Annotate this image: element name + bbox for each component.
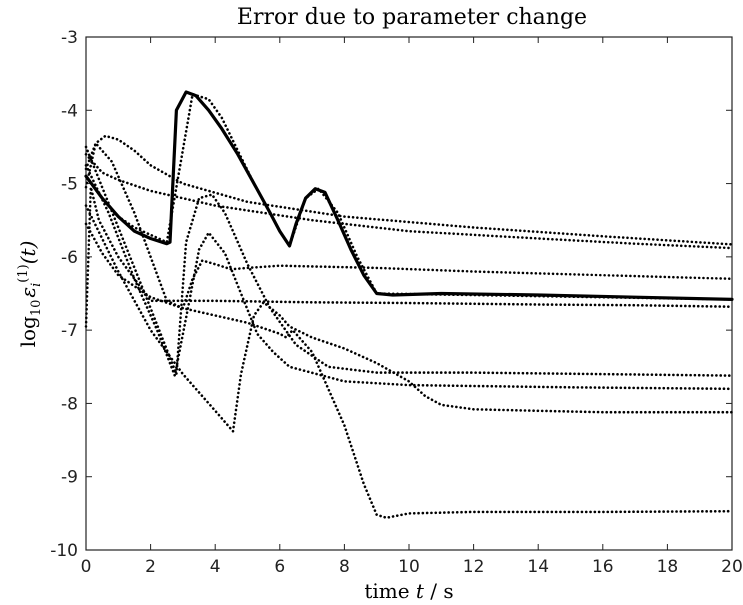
- series-line-3: [84, 134, 734, 246]
- x-tick-label: 18: [657, 557, 679, 577]
- x-axis-label: time t / s: [364, 579, 453, 603]
- x-tick-label: 14: [527, 557, 549, 577]
- series-line-8: [84, 145, 734, 377]
- x-tick-label: 16: [592, 557, 614, 577]
- y-axis-label: log10 εi(1)(t): [16, 241, 44, 348]
- series-group: [84, 90, 734, 520]
- series-line-2: [84, 92, 734, 301]
- x-tick-label: 10: [398, 557, 420, 577]
- series-line-4: [84, 153, 734, 250]
- y-tick-label: -4: [61, 101, 78, 121]
- y-axis-label-superscript: (1): [16, 264, 31, 282]
- y-axis-label-log: log: [16, 316, 40, 347]
- y-tick-label: -7: [61, 321, 78, 341]
- series-line-10: [84, 222, 734, 520]
- x-axis-label-unit: / s: [424, 579, 454, 603]
- y-axis-label-base: 10: [29, 300, 44, 317]
- x-tick-label: 8: [339, 557, 350, 577]
- x-tick-label: 6: [274, 557, 285, 577]
- series-line-7: [84, 164, 734, 391]
- y-axis-label-argument: (t): [16, 241, 40, 265]
- y-tick-label: -3: [61, 28, 78, 48]
- x-tick-label: 4: [210, 557, 221, 577]
- y-tick-label: -6: [61, 248, 78, 268]
- x-tick-label: 20: [721, 557, 743, 577]
- y-tick-label: -9: [61, 468, 78, 488]
- y-axis-label-symbol: ε: [16, 287, 40, 298]
- series-line-1: [84, 90, 734, 301]
- y-tick-label: -8: [61, 394, 78, 414]
- x-tick-label: 12: [463, 557, 485, 577]
- series-line-9: [84, 204, 734, 433]
- x-axis-label-prefix: time: [364, 579, 416, 603]
- x-tick-label: 2: [145, 557, 156, 577]
- y-tick-label: -5: [61, 175, 78, 195]
- x-axis-label-variable: t: [416, 579, 425, 603]
- series-line-5: [84, 142, 734, 310]
- x-tick-label: 0: [81, 557, 92, 577]
- y-axis: -10 -9 -8 -7 -6 -5 -4 -3: [50, 28, 732, 561]
- y-axis-label-subscript: i: [29, 283, 44, 287]
- series-line-6: [84, 185, 734, 328]
- y-tick-label: -10: [50, 541, 78, 561]
- x-axis: 0 2 4 6 8 10 12 14 16 18 20: [81, 37, 743, 577]
- chart-title: Error due to parameter change: [237, 5, 587, 30]
